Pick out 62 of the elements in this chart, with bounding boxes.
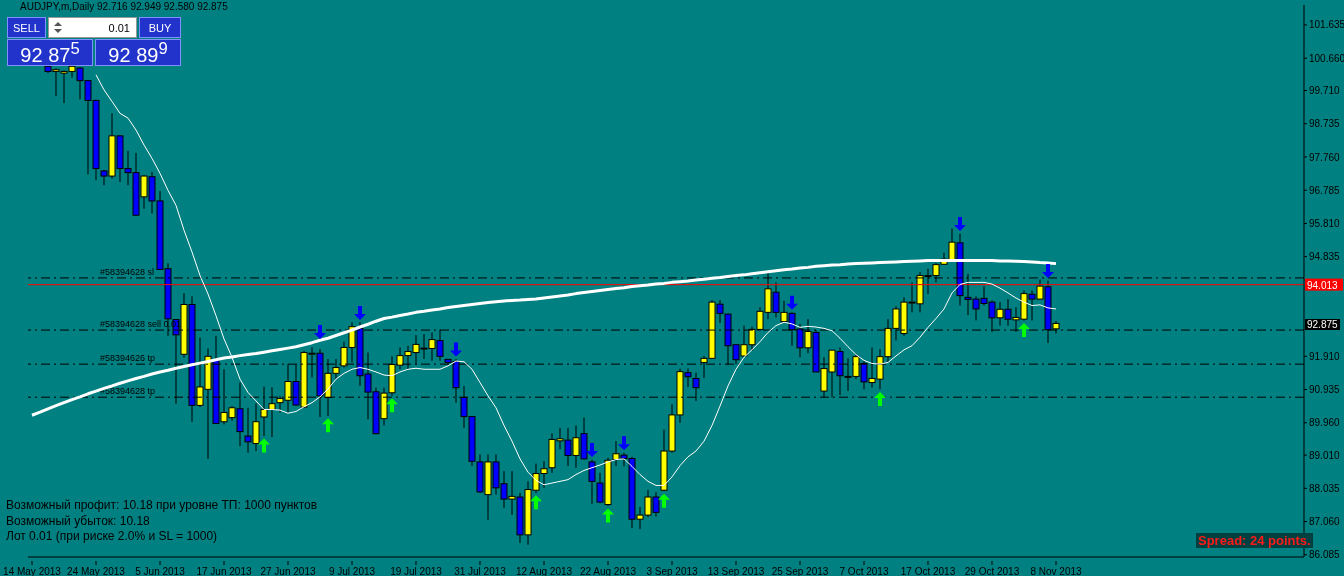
annotation: 92 89$^{9}$ [108, 38, 168, 67]
y-tick-label: 88.035 [1309, 482, 1341, 494]
x-tick-label: 31 Jul 2013 [454, 566, 507, 576]
x-tick-label: 27 Jun 2013 [260, 566, 316, 576]
point [586, 443, 598, 458]
point [314, 325, 326, 340]
x-tick-label: 17 Oct 2013 [900, 566, 956, 576]
point [450, 342, 462, 357]
x-tick-label: 9 Jul 2013 [328, 566, 376, 576]
point [530, 495, 542, 510]
y-tick-label: 90.935 [1309, 384, 1341, 396]
point [658, 493, 670, 508]
annotation: SELL [13, 21, 40, 34]
point [258, 438, 270, 453]
annotation: Лот 0.01 (при риске 2.0% и SL = 1000) [6, 529, 218, 543]
y-tick-label: 98.735 [1309, 118, 1341, 130]
y-tick-label: 89.010 [1309, 449, 1341, 461]
point [954, 217, 966, 232]
point [354, 306, 366, 321]
annotation: BUY [148, 21, 172, 34]
x-tick-label: 29 Oct 2013 [964, 566, 1020, 576]
button: 92 89$^{9}$ [95, 39, 181, 66]
ref-line-label: #58394628 tp [100, 386, 156, 397]
y-tick-label: 87.060 [1309, 516, 1341, 528]
y-tick-label: 95.810 [1309, 217, 1341, 229]
point [1018, 323, 1030, 338]
text: 92.875 [1307, 319, 1338, 330]
button: 92 87$^{5}$ [7, 39, 93, 66]
x-tick-label: 17 Jun 2013 [196, 566, 252, 576]
y-tick-label: 96.785 [1309, 184, 1341, 196]
y-tick-label: 99.710 [1309, 85, 1341, 97]
y-tick-label: 100.660 [1309, 52, 1344, 64]
annotation: 92 87$^{5}$ [20, 38, 80, 67]
point [618, 436, 630, 451]
x-tick-label: 5 Jun 2013 [135, 566, 186, 576]
annotation: Возможный профит: 10.18 при уровне ТП: 1000 пунктов [6, 498, 318, 512]
x-tick-label: 8 Nov 2013 [1030, 566, 1083, 576]
chart-title: AUDJPY,m,Daily 92.716 92.949 92.580 92.875 [20, 1, 228, 12]
text: Spread: 24 points. [1198, 533, 1311, 548]
point [602, 508, 614, 523]
annotation: Возможный убыток: 10.18 [6, 514, 150, 528]
candlestick [588, 459, 596, 505]
y-tick-label: 86.085 [1309, 549, 1341, 561]
point [322, 418, 334, 433]
y-tick-label: 89.960 [1309, 417, 1341, 429]
point [1042, 264, 1054, 279]
y-tick-label: 101.635 [1309, 19, 1344, 31]
button: SELL [7, 17, 46, 38]
point [386, 398, 398, 413]
y-tick-label: 97.760 [1309, 151, 1341, 163]
point [874, 391, 886, 406]
y-tick-label: 91.910 [1309, 350, 1341, 362]
button: BUY [139, 17, 181, 38]
button: 0.01 [48, 17, 137, 38]
x-tick-label: 19 Jul 2013 [390, 566, 443, 576]
y-tick-label: 94.835 [1309, 251, 1341, 263]
point [786, 295, 798, 310]
ref-line-label: 94.013 [1307, 279, 1339, 291]
ref-line-label: #58394628 sl [100, 266, 155, 277]
ref-line-label: #58394626 tp [100, 353, 156, 364]
x-tick-label: 7 Oct 2013 [839, 566, 889, 576]
annotation: 0.01 [108, 21, 130, 34]
